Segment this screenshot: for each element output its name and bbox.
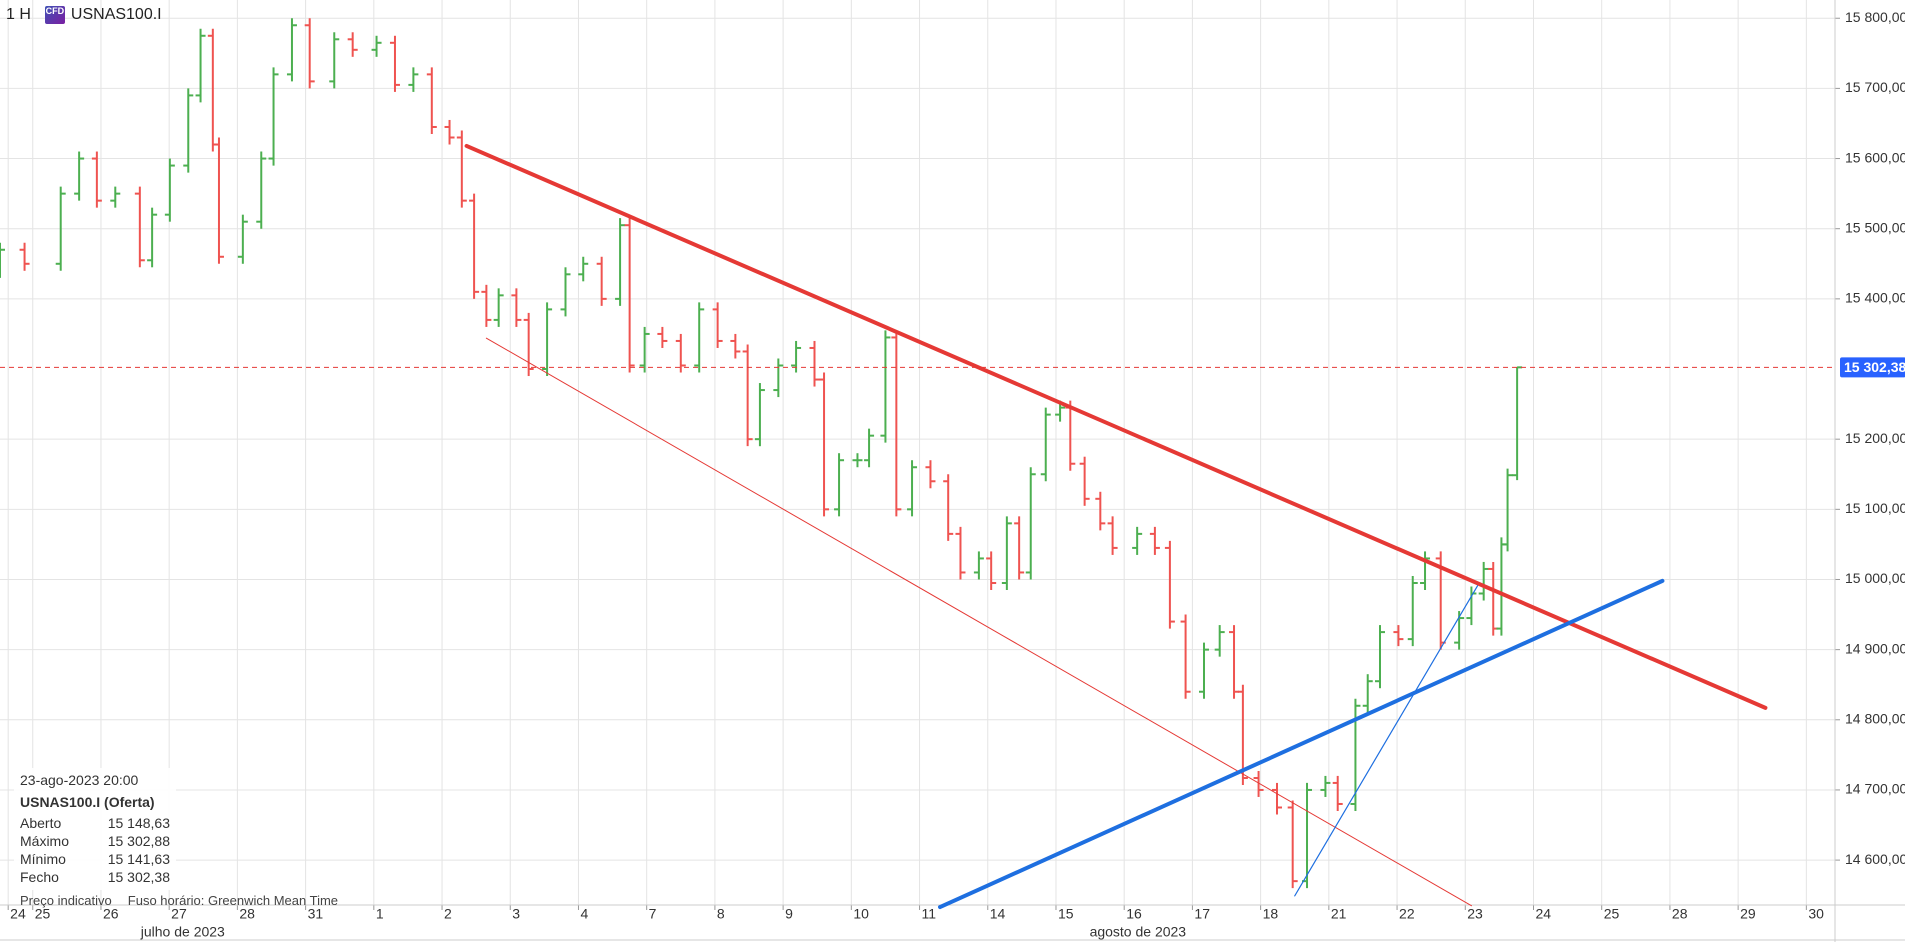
info-value: 15 141,63 xyxy=(107,851,170,867)
x-tick-label: 24 xyxy=(10,906,26,922)
x-tick-label: 29 xyxy=(1740,906,1756,922)
y-tick-label: 15 500,00 xyxy=(1845,219,1905,235)
y-tick-label: 15 400,00 xyxy=(1845,290,1905,306)
info-value: 15 302,38 xyxy=(107,869,170,885)
y-tick-label: 14 600,00 xyxy=(1845,851,1905,867)
trend-line xyxy=(1294,585,1479,897)
x-tick-label: 4 xyxy=(580,906,588,922)
info-panel: 23-ago-2023 20:00 USNAS100.I (Oferta) Ab… xyxy=(14,768,176,890)
trend-line xyxy=(464,143,1768,710)
x-tick-label: 9 xyxy=(785,906,793,922)
x-tick-label: 28 xyxy=(239,906,255,922)
x-tick-label: 18 xyxy=(1263,906,1279,922)
cfd-icon: CFD xyxy=(44,6,65,24)
month-label: agosto de 2023 xyxy=(1090,924,1187,940)
footer-timezone: Fuso horário: Greenwich Mean Time xyxy=(127,893,339,908)
x-tick-label: 25 xyxy=(1604,906,1620,922)
y-tick-label: 15 000,00 xyxy=(1845,570,1905,586)
info-value: 15 148,63 xyxy=(107,815,170,831)
month-label: julho de 2023 xyxy=(140,924,225,940)
info-rows: Aberto 15 148,63 Máximo 15 302,88 Mínimo 15 1… xyxy=(20,814,170,886)
trend-line xyxy=(485,337,1472,907)
x-tick-label: 23 xyxy=(1467,906,1483,922)
y-tick-label: 14 700,00 xyxy=(1845,781,1905,797)
x-tick-label: 27 xyxy=(171,906,187,922)
x-tick-label: 3 xyxy=(512,906,520,922)
y-tick-label: 15 800,00 xyxy=(1845,9,1905,25)
x-tick-label: 16 xyxy=(1126,906,1142,922)
x-tick-label: 30 xyxy=(1808,906,1824,922)
x-tick-label: 22 xyxy=(1399,906,1415,922)
y-tick-label: 15 100,00 xyxy=(1845,500,1905,516)
info-row: Máximo 15 302,88 xyxy=(20,832,170,850)
x-tick-label: 1 xyxy=(376,906,384,922)
x-tick-label: 14 xyxy=(990,906,1006,922)
info-label: Aberto xyxy=(20,815,62,831)
footer: Preço indicativo Fuso horário: Greenwich… xyxy=(20,893,338,908)
x-tick-label: 28 xyxy=(1672,906,1688,922)
grid xyxy=(0,0,1835,905)
x-tick-label: 10 xyxy=(853,906,869,922)
info-symbol: USNAS100.I (Oferta) xyxy=(20,794,155,810)
x-tick-label: 31 xyxy=(308,906,324,922)
symbol-box: CFD USNAS100.I xyxy=(44,6,162,24)
x-tick-label: 24 xyxy=(1535,906,1551,922)
footer-note: Preço indicativo xyxy=(20,893,112,908)
current-price-label: 15 302,38 xyxy=(1844,359,1905,375)
info-value: 15 302,88 xyxy=(107,833,170,849)
y-tick-label: 14 900,00 xyxy=(1845,640,1905,656)
info-date: 23-ago-2023 20:00 xyxy=(20,772,139,788)
info-row: Aberto 15 148,63 xyxy=(20,814,170,832)
info-row: Fecho 15 302,38 xyxy=(20,868,170,886)
info-label: Mínimo xyxy=(20,851,66,867)
current-price-box xyxy=(1840,357,1905,378)
bars xyxy=(0,18,1523,889)
info-label: Máximo xyxy=(20,833,70,849)
x-tick-label: 2 xyxy=(444,906,452,922)
info-label: Fecho xyxy=(20,869,59,885)
symbol[interactable]: USNAS100.I xyxy=(70,6,162,23)
x-tick-label: 17 xyxy=(1194,906,1210,922)
x-tick-label: 11 xyxy=(922,906,937,922)
y-tick-label: 14 800,00 xyxy=(1845,710,1905,726)
trend-line xyxy=(938,578,1665,910)
x-tick-label: 25 xyxy=(35,906,51,922)
x-tick-label: 8 xyxy=(717,906,725,922)
x-tick-label: 7 xyxy=(649,906,657,922)
x-tick-label: 21 xyxy=(1331,906,1347,922)
info-row: Mínimo 15 141,63 xyxy=(20,850,170,868)
y-tick-label: 15 700,00 xyxy=(1845,79,1905,95)
interval[interactable]: 1 H xyxy=(6,6,31,23)
y-tick-label: 15 200,00 xyxy=(1845,430,1905,446)
y-tick-label: 15 600,00 xyxy=(1845,149,1905,165)
x-tick-label: 15 xyxy=(1058,906,1074,922)
x-tick-label: 26 xyxy=(103,906,119,922)
header: 1 H CFD USNAS100.I xyxy=(6,6,162,24)
